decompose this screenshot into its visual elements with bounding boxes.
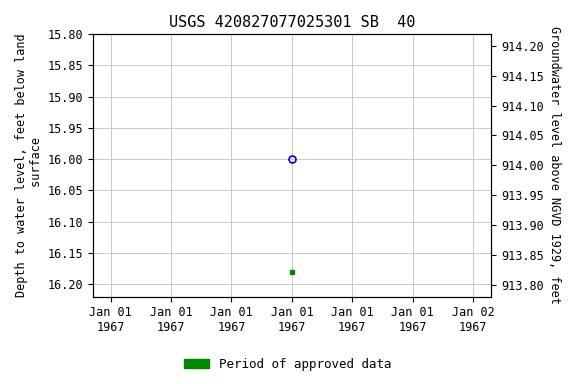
- Y-axis label: Groundwater level above NGVD 1929, feet: Groundwater level above NGVD 1929, feet: [548, 26, 561, 304]
- Title: USGS 420827077025301 SB  40: USGS 420827077025301 SB 40: [169, 15, 415, 30]
- Y-axis label: Depth to water level, feet below land
 surface: Depth to water level, feet below land su…: [15, 33, 43, 297]
- Legend: Period of approved data: Period of approved data: [179, 353, 397, 376]
